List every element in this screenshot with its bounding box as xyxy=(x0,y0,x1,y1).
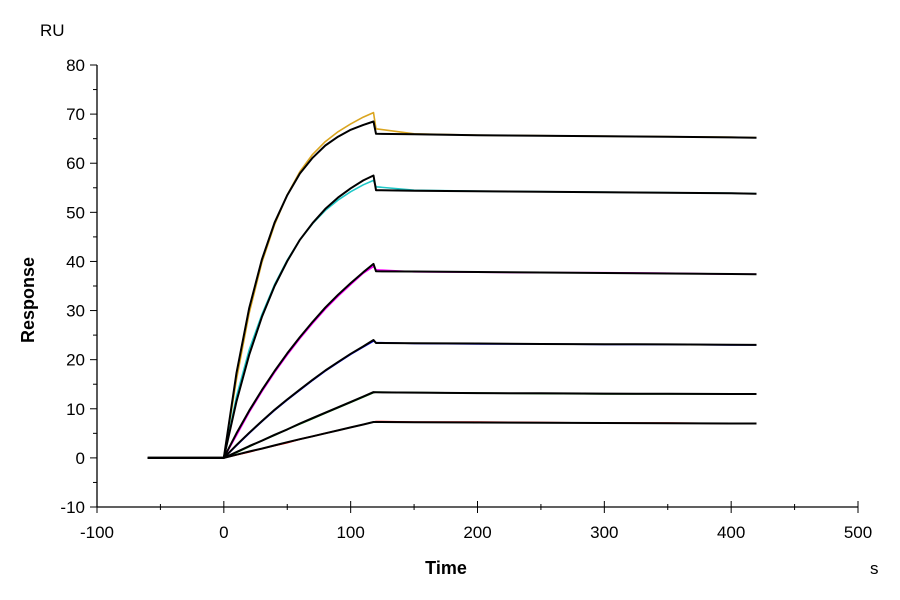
y-tick-label: 10 xyxy=(66,400,85,419)
y-unit-label: RU xyxy=(40,21,65,40)
x-tick-label: 300 xyxy=(590,523,618,542)
x-tick-label: -100 xyxy=(80,523,114,542)
x-tick-label: 200 xyxy=(463,523,491,542)
x-tick-label: 0 xyxy=(219,523,228,542)
y-tick-label: 70 xyxy=(66,105,85,124)
fit-curve-7 xyxy=(147,339,757,459)
y-tick-label: 40 xyxy=(66,252,85,271)
y-axis-title: Response xyxy=(18,257,38,343)
x-tick-label: 500 xyxy=(844,523,872,542)
y-tick-label: 80 xyxy=(66,56,85,75)
data-curve-2 xyxy=(147,179,757,459)
x-tick-label: 400 xyxy=(717,523,745,542)
y-tick-label: 30 xyxy=(66,302,85,321)
y-tick-label: 50 xyxy=(66,203,85,222)
fit-curve-1 xyxy=(147,120,757,459)
series-group xyxy=(147,111,757,459)
x-axis-title: Time xyxy=(425,558,467,578)
y-tick-label: 20 xyxy=(66,351,85,370)
fit-curve-9 xyxy=(147,391,757,459)
fit-curve-3 xyxy=(147,174,757,459)
fit-curve-5 xyxy=(147,262,757,459)
data-curve-0 xyxy=(147,111,757,459)
y-tick-label: -10 xyxy=(60,498,85,517)
axes xyxy=(90,64,859,513)
y-tick-label: 60 xyxy=(66,154,85,173)
fit-curve-11 xyxy=(147,421,757,459)
data-curve-8 xyxy=(147,391,757,459)
x-unit-label: s xyxy=(870,559,879,578)
y-tick-label: 0 xyxy=(76,449,85,468)
x-tick-label: 100 xyxy=(336,523,364,542)
